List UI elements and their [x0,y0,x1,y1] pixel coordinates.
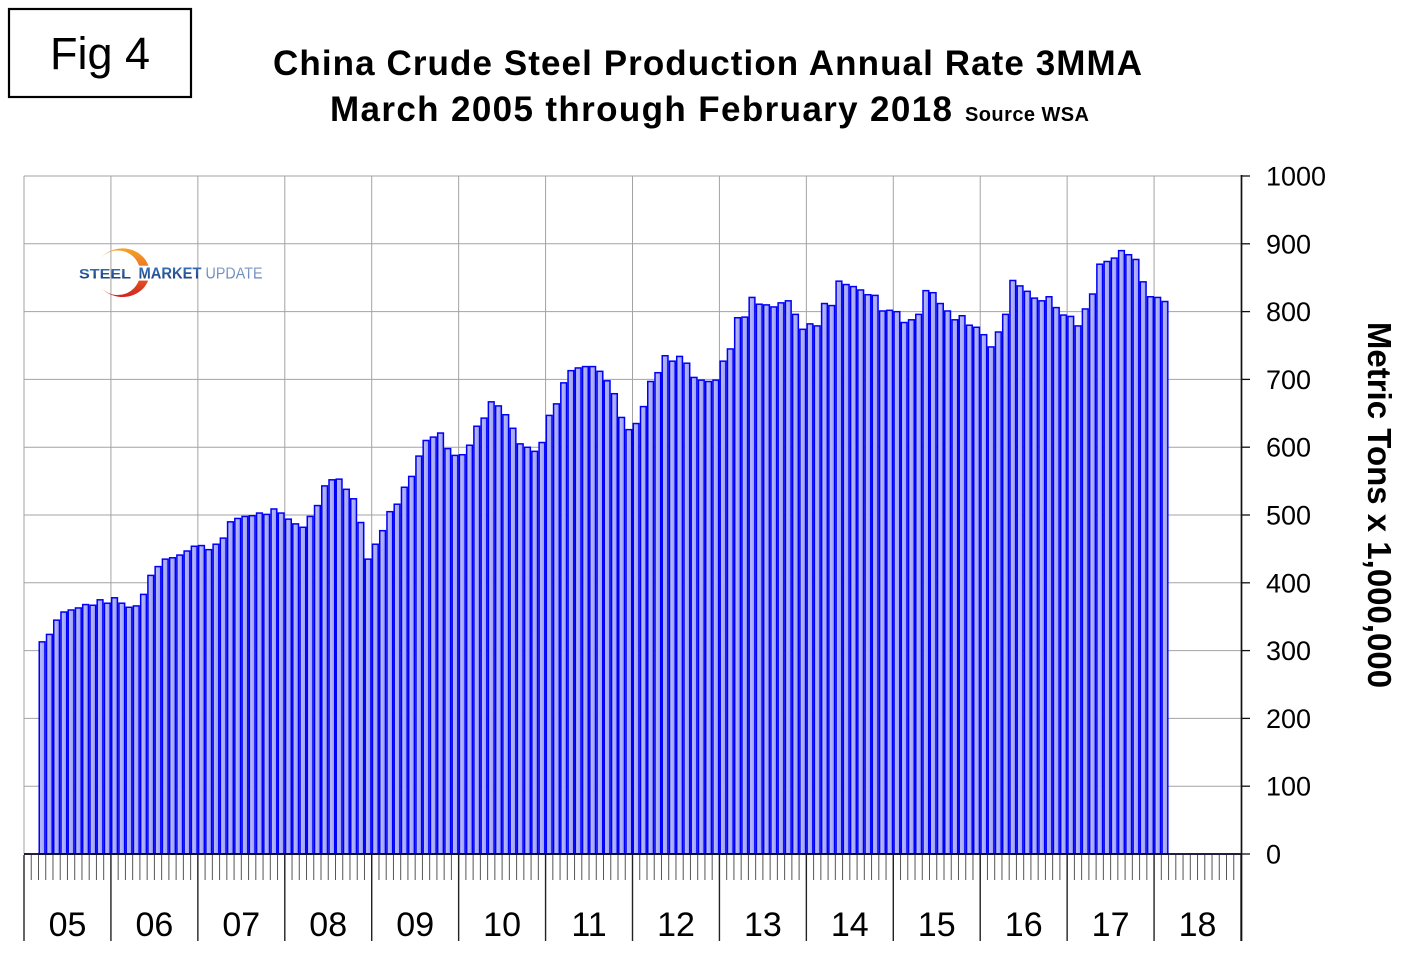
svg-text:08: 08 [309,906,347,944]
svg-text:100: 100 [1266,772,1311,802]
svg-text:14: 14 [831,906,869,944]
svg-text:18: 18 [1179,906,1217,944]
svg-text:600: 600 [1266,433,1311,463]
svg-text:07: 07 [222,906,260,944]
svg-text:10: 10 [483,906,521,944]
svg-text:400: 400 [1266,568,1311,598]
svg-text:05: 05 [49,906,87,944]
svg-text:300: 300 [1266,636,1311,666]
svg-text:09: 09 [396,906,434,944]
svg-text:12: 12 [657,906,695,944]
svg-text:0: 0 [1266,840,1281,870]
svg-text:1000: 1000 [1266,162,1326,192]
svg-text:16: 16 [1005,906,1043,944]
svg-text:China Crude Steel Production A: China Crude Steel Production Annual Rate… [273,44,1142,83]
svg-text:15: 15 [918,906,956,944]
svg-text:17: 17 [1092,906,1130,944]
svg-text:06: 06 [135,906,173,944]
svg-text:900: 900 [1266,229,1311,259]
svg-text:March 2005 through February 20: March 2005 through February 2018 [330,90,952,129]
svg-text:UPDATE: UPDATE [206,265,263,282]
svg-text:800: 800 [1266,297,1311,327]
svg-text:Metric Tons x 1,000,000: Metric Tons x 1,000,000 [1361,322,1398,688]
svg-text:11: 11 [571,906,606,944]
svg-text:200: 200 [1266,704,1311,734]
svg-text:Fig 4: Fig 4 [50,28,150,79]
svg-text:13: 13 [744,906,782,944]
svg-text:Source WSA: Source WSA [965,104,1089,126]
svg-text:700: 700 [1266,365,1311,395]
svg-text:500: 500 [1266,501,1311,531]
svg-text:MARKET: MARKET [139,265,202,282]
svg-text:STEEL: STEEL [79,265,132,281]
